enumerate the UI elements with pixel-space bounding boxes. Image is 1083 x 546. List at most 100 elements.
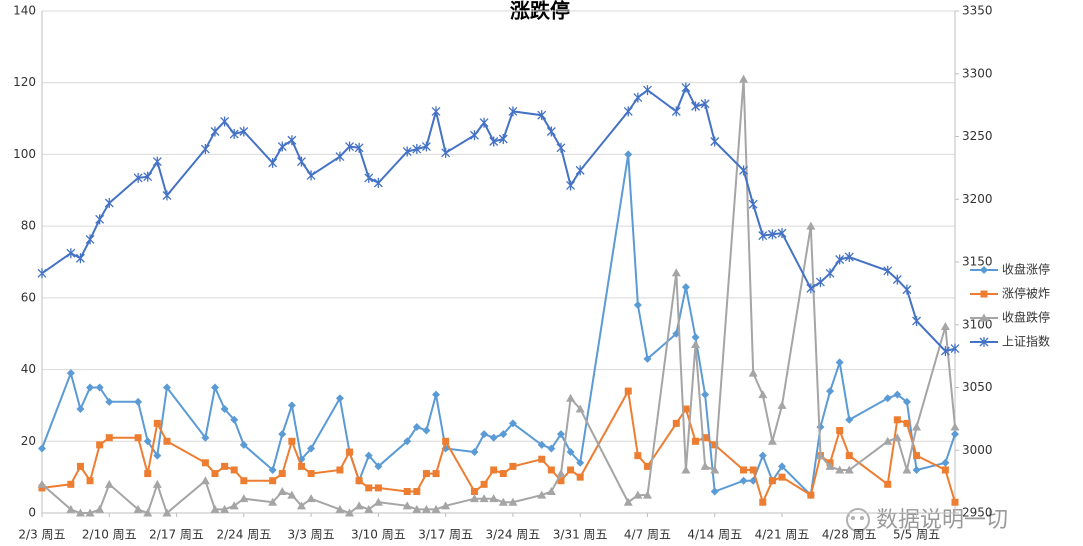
y2-tick-label: 3100: [962, 317, 993, 331]
marker: [710, 465, 720, 474]
marker: [701, 390, 710, 399]
marker: [767, 229, 777, 240]
marker: [835, 465, 845, 474]
marker: [681, 465, 691, 474]
marker: [441, 501, 451, 510]
marker: [892, 274, 902, 285]
y2-tick-label: 3350: [962, 4, 993, 18]
marker: [345, 141, 354, 152]
marker: [470, 448, 479, 457]
legend-label: 收盘跌停: [1002, 310, 1050, 325]
y-tick-label: 80: [21, 219, 36, 233]
y2-tick-label: 3050: [962, 380, 993, 394]
marker: [38, 444, 46, 453]
marker: [643, 462, 651, 470]
marker: [153, 451, 162, 460]
marker: [912, 422, 922, 431]
marker: [950, 422, 960, 431]
marker: [509, 462, 517, 470]
marker: [643, 85, 652, 96]
marker: [844, 251, 854, 262]
marker: [566, 393, 576, 402]
marker: [913, 452, 921, 460]
marker: [498, 134, 508, 145]
marker: [269, 477, 277, 485]
marker: [85, 508, 95, 517]
marker: [759, 498, 767, 506]
marker: [220, 116, 230, 127]
marker: [883, 394, 892, 403]
series-line: [41, 388, 956, 506]
marker: [835, 254, 845, 265]
marker: [104, 479, 114, 488]
marker: [278, 470, 286, 478]
marker: [767, 436, 777, 445]
watermark-icon-dot: [851, 516, 855, 520]
marker: [748, 368, 758, 377]
marker: [76, 462, 84, 470]
marker: [681, 82, 691, 93]
watermark-icon: [846, 508, 870, 532]
marker: [76, 405, 85, 414]
x-tick-label: 4/14 周五: [687, 528, 742, 542]
marker: [239, 440, 248, 449]
marker: [220, 405, 229, 414]
series: [38, 387, 959, 506]
marker: [902, 465, 912, 474]
marker: [403, 437, 412, 446]
marker: [66, 369, 75, 378]
marker: [835, 358, 844, 367]
marker: [37, 268, 47, 279]
marker: [537, 440, 546, 449]
marker: [576, 458, 585, 467]
x-tick-label: 2/17 周五: [149, 528, 204, 542]
marker: [912, 315, 922, 326]
marker: [75, 253, 85, 264]
marker: [104, 198, 114, 209]
marker: [576, 473, 584, 481]
marker: [152, 479, 162, 488]
marker: [836, 427, 844, 435]
marker: [499, 470, 507, 478]
marker: [432, 470, 440, 478]
marker: [38, 484, 46, 492]
marker: [700, 461, 710, 470]
marker: [345, 508, 355, 517]
marker: [825, 268, 835, 279]
marker: [701, 434, 709, 442]
marker: [941, 458, 950, 467]
marker: [431, 106, 441, 117]
x-tick-label: 2/24 周五: [216, 528, 271, 542]
marker: [287, 135, 297, 146]
marker: [739, 74, 749, 83]
marker: [538, 455, 546, 463]
marker: [153, 419, 161, 427]
marker: [96, 441, 104, 449]
marker: [230, 415, 239, 424]
legend-label: 涨停被炸: [1002, 286, 1050, 301]
marker: [768, 477, 776, 485]
marker: [442, 437, 450, 445]
marker: [431, 504, 441, 513]
marker: [951, 430, 959, 439]
x-tick-label: 4/7 周五: [624, 528, 671, 542]
marker: [37, 479, 47, 488]
marker: [556, 430, 565, 439]
series-line: [41, 79, 956, 515]
marker: [893, 390, 902, 399]
marker: [86, 477, 94, 485]
marker: [710, 136, 720, 147]
marker: [508, 419, 517, 428]
x-tick-label: 4/21 周五: [755, 528, 810, 542]
marker: [133, 172, 143, 183]
marker: [143, 437, 152, 446]
marker: [239, 494, 249, 503]
marker: [307, 444, 316, 453]
marker: [557, 477, 565, 485]
marker: [412, 504, 422, 513]
marker: [432, 390, 441, 399]
marker: [979, 337, 989, 347]
marker: [537, 110, 547, 121]
marker: [95, 504, 105, 513]
marker: [682, 405, 690, 413]
